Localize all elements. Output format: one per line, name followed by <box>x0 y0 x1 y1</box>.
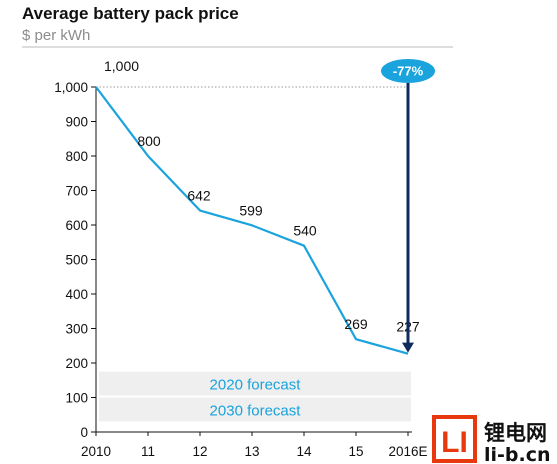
data-labels: 1,000800642599540269227 <box>104 58 420 335</box>
y-tick-label: 900 <box>65 115 88 130</box>
forecast-label-2020: 2020 forecast <box>210 377 302 394</box>
x-tick-label: 2016E <box>388 444 427 459</box>
forecast-band-2030 <box>99 397 411 422</box>
x-tick-label: 15 <box>348 444 363 459</box>
change-badge-text: -77% <box>393 64 424 79</box>
y-axis-ticks: 0 100 200 300 400 500 600 700 800 900 1,000 <box>54 80 96 440</box>
y-tick-label: 700 <box>65 184 88 199</box>
y-tick-label: 200 <box>65 356 88 371</box>
x-tick-label: 12 <box>192 444 207 459</box>
y-tick-label: 300 <box>65 322 88 337</box>
forecast-label-2030: 2030 forecast <box>210 402 302 419</box>
watermark-text-url: li-b.cn <box>484 444 551 464</box>
y-tick-label: 1,000 <box>54 80 88 95</box>
data-label: 269 <box>344 316 368 332</box>
data-label: 540 <box>293 223 317 239</box>
data-label: 800 <box>137 133 161 149</box>
data-label: 1,000 <box>104 58 139 74</box>
y-tick-label: 800 <box>65 149 88 164</box>
x-tick-label: 2010 <box>81 444 111 459</box>
y-tick-label: 400 <box>65 287 88 302</box>
y-tick-label: 100 <box>65 391 88 406</box>
data-label: 642 <box>187 188 211 204</box>
watermark-logo-inner <box>436 419 473 459</box>
data-label: 599 <box>239 202 263 218</box>
chart-subtitle: $ per kWh <box>22 27 90 44</box>
x-tick-label: 11 <box>141 444 155 459</box>
chart-title: Average battery pack price <box>22 4 239 23</box>
watermark: LI 锂电网 li-b.cn <box>432 415 551 464</box>
y-tick-label: 600 <box>65 218 88 233</box>
x-tick-label: 13 <box>244 444 259 459</box>
change-arrow-head <box>402 342 414 353</box>
watermark-logo-text: LI <box>441 426 468 459</box>
change-badge <box>381 59 435 83</box>
series-line <box>95 86 409 355</box>
watermark-text-cn: 锂电网 <box>484 421 547 445</box>
y-tick-label: 0 <box>80 425 88 440</box>
x-tick-label: 14 <box>296 444 312 459</box>
x-axis-ticks: 2010 11 12 13 14 15 2016E <box>81 432 428 459</box>
forecast-band-2020 <box>99 371 411 396</box>
y-tick-label: 500 <box>65 253 88 268</box>
